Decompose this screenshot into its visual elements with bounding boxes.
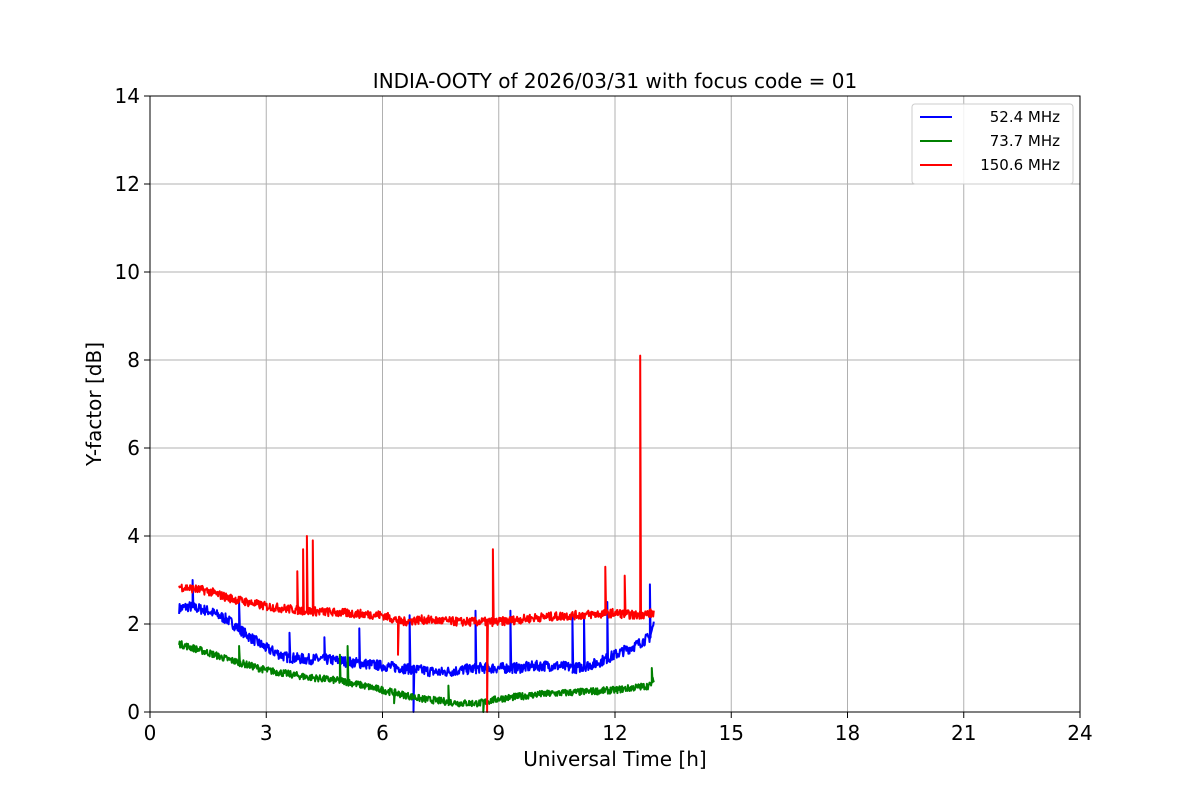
x-tick-label: 15 [719,721,744,745]
x-tick-label: 21 [951,721,976,745]
x-tick-label: 6 [376,721,389,745]
y-axis-title: Y-factor [dB] [82,342,106,467]
x-tick-label: 12 [602,721,627,745]
legend-box [911,103,1074,185]
y-tick-label: 0 [127,700,140,724]
legend-label: 150.6 MHz [980,156,1060,174]
legend-label: 52.4 MHz [990,108,1060,126]
x-tick-label: 18 [835,721,860,745]
y-tick-label: 6 [127,436,140,460]
y-tick-label: 2 [127,612,140,636]
legend-label: 73.7 MHz [990,132,1060,150]
x-tick-label: 24 [1067,721,1092,745]
y-tick-label: 14 [115,84,140,108]
x-tick-label: 3 [260,721,273,745]
x-tick-label: 0 [144,721,157,745]
y-tick-label: 10 [115,260,140,284]
y-tick-label: 8 [127,348,140,372]
legend: 52.4 MHz 73.7 MHz 150.6 MHz [911,103,1074,185]
y-tick-label: 12 [115,172,140,196]
x-axis-title: Universal Time [h] [523,747,706,771]
chart-title: INDIA-OOTY of 2026/03/31 with focus code… [373,69,857,93]
y-tick-label: 4 [127,524,140,548]
series-line-1 [178,640,655,713]
series-line-0 [178,579,655,713]
x-tick-label: 9 [492,721,505,745]
series-line-2 [178,354,655,713]
plot-series [178,354,655,713]
